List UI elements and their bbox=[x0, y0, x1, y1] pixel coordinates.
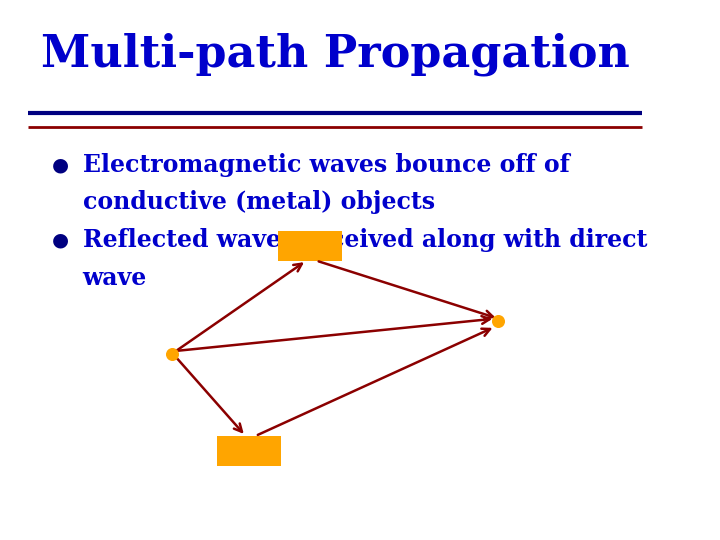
FancyArrowPatch shape bbox=[258, 329, 490, 435]
FancyArrowPatch shape bbox=[177, 359, 242, 432]
FancyArrowPatch shape bbox=[174, 264, 302, 352]
Text: ●: ● bbox=[52, 155, 68, 174]
Text: wave: wave bbox=[83, 266, 147, 290]
Text: Electromagnetic waves bounce off of: Electromagnetic waves bounce off of bbox=[83, 153, 570, 177]
Bar bbox=[217, 436, 281, 465]
FancyArrowPatch shape bbox=[178, 316, 490, 350]
Point bbox=[166, 349, 178, 358]
Text: Multi-path Propagation: Multi-path Propagation bbox=[41, 32, 629, 76]
Text: Reflected waves received along with direct: Reflected waves received along with dire… bbox=[83, 228, 647, 252]
FancyArrowPatch shape bbox=[319, 261, 493, 318]
Point bbox=[492, 317, 504, 326]
Bar bbox=[278, 231, 341, 260]
Text: ●: ● bbox=[52, 231, 68, 250]
Text: conductive (metal) objects: conductive (metal) objects bbox=[83, 191, 435, 214]
